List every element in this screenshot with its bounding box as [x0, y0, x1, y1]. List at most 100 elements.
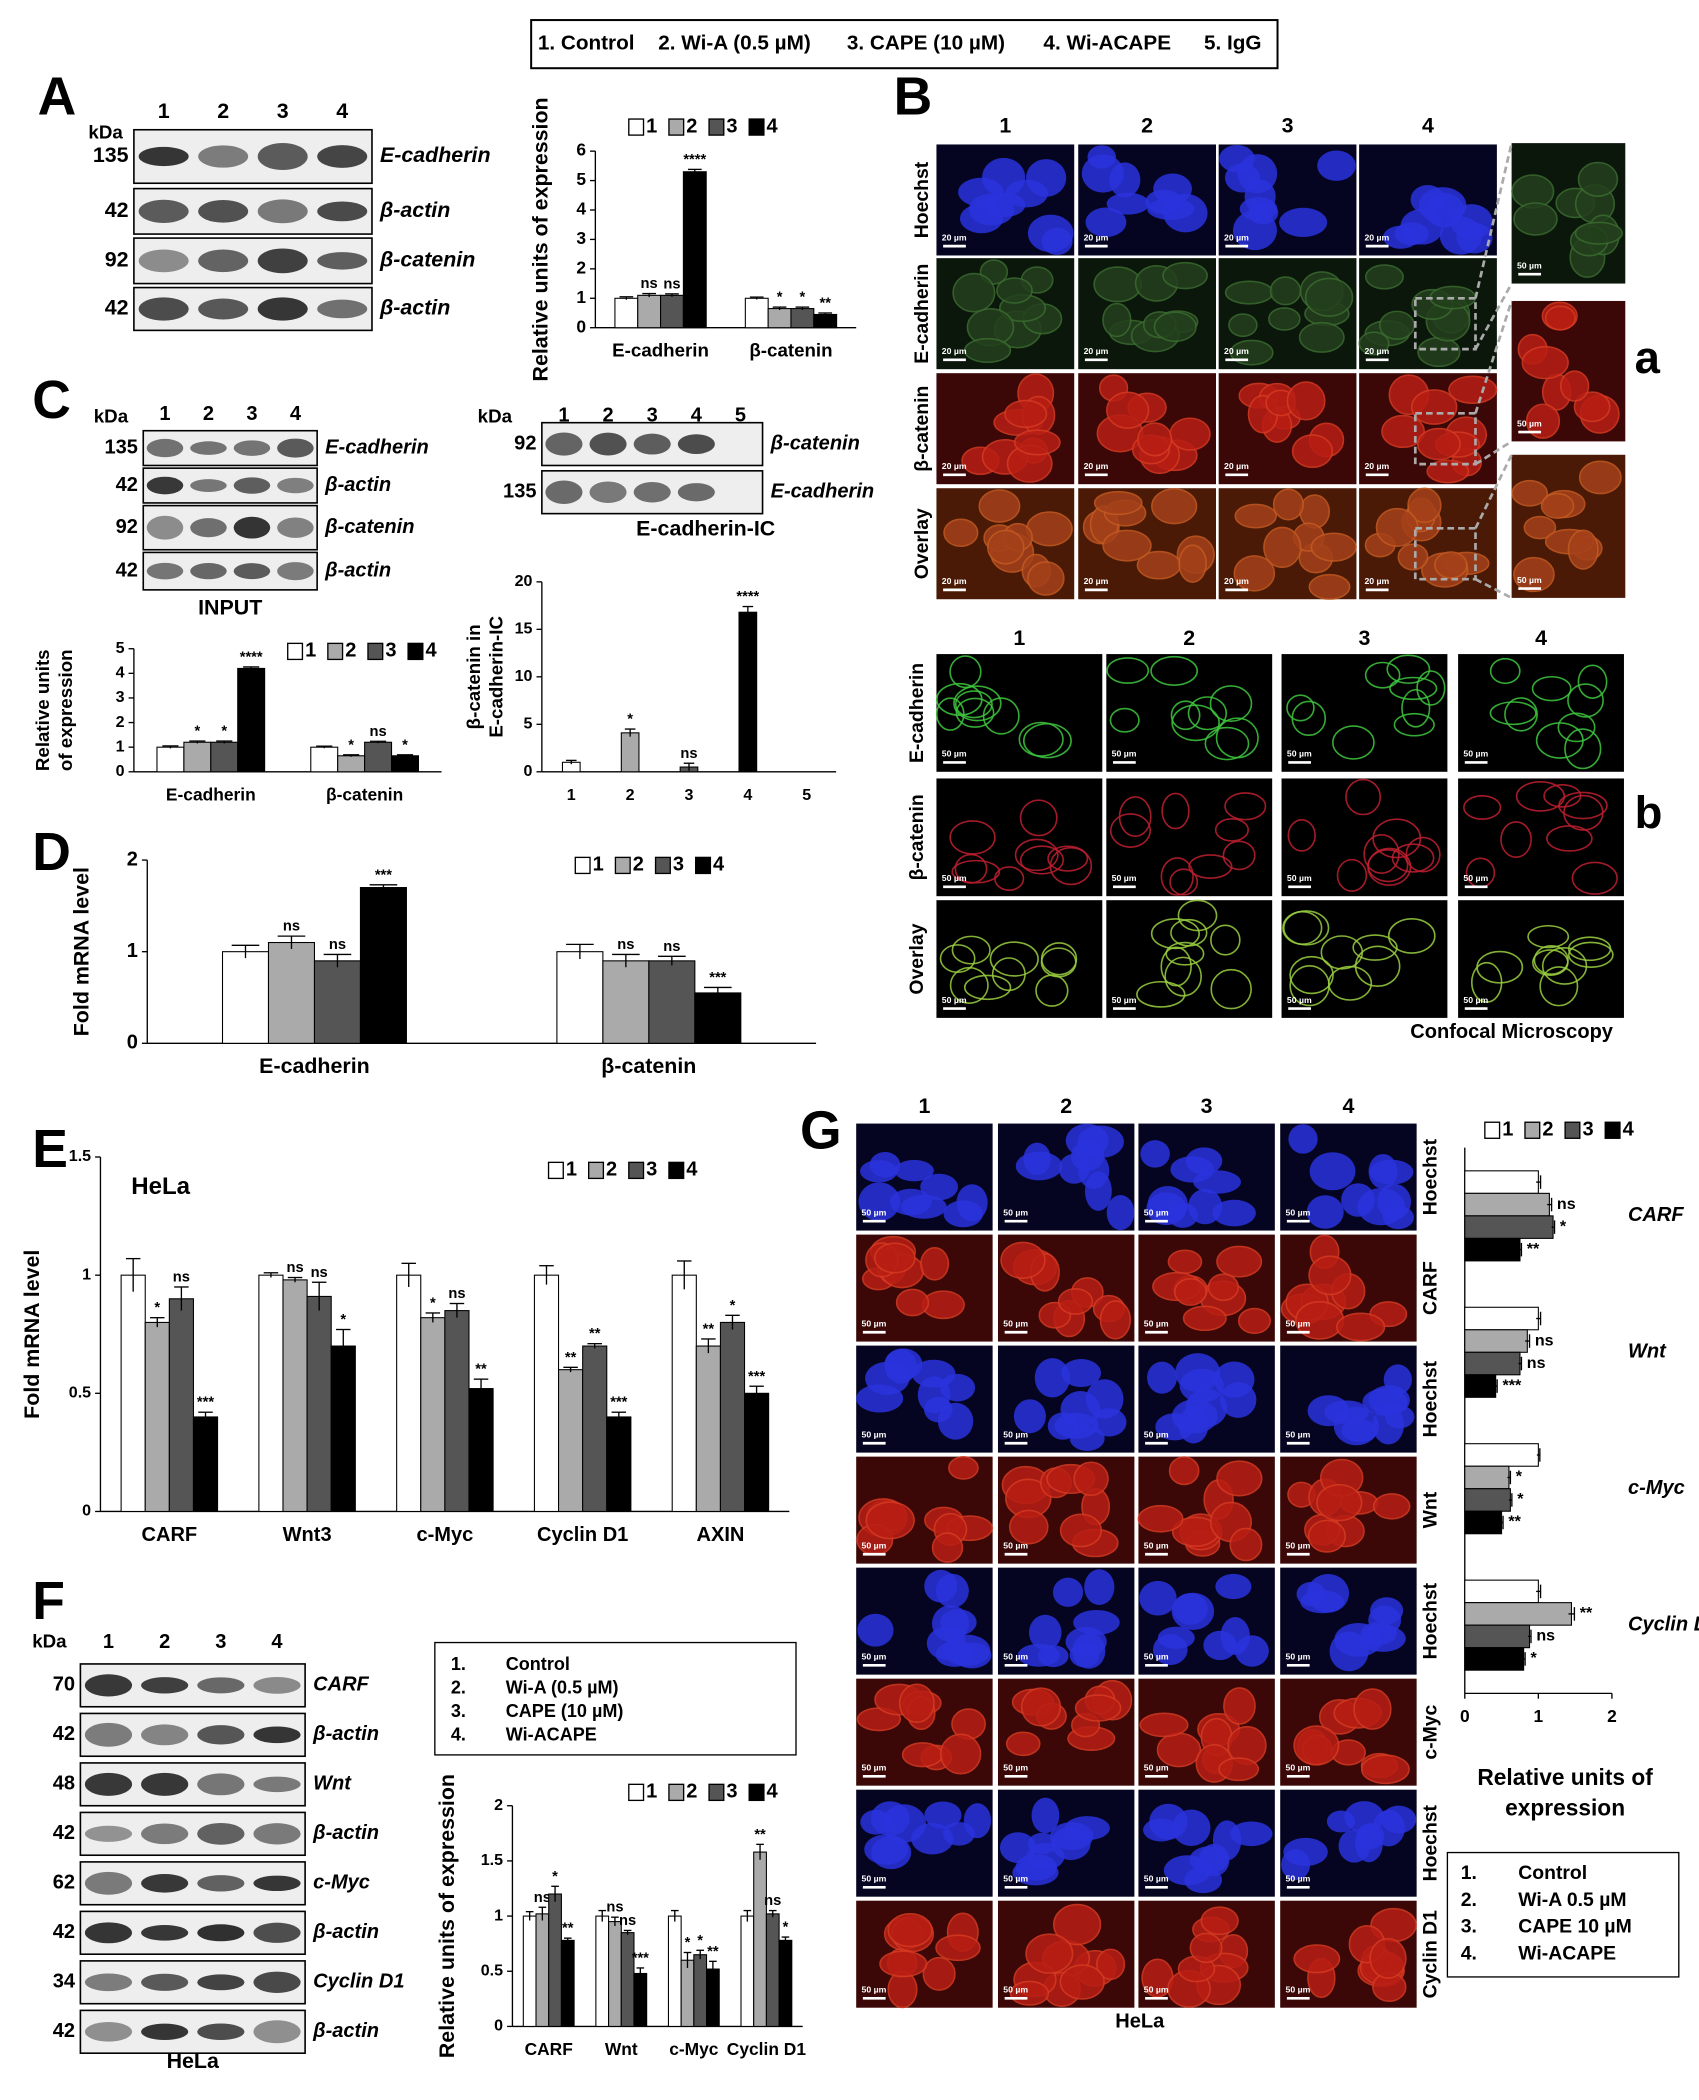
cell	[1008, 1509, 1049, 1545]
scale-label: 50 µm	[1517, 418, 1542, 428]
significance-label: *	[1560, 1217, 1567, 1235]
cell	[935, 1573, 969, 1608]
x-tick-label: β-catenin	[601, 1054, 696, 1078]
scale-label: 50 µm	[1286, 1985, 1311, 1995]
panel-letter: E	[32, 1120, 68, 1179]
cell	[982, 697, 1020, 735]
y-tick-label: 1.5	[69, 1147, 91, 1165]
y-tick-label: 0	[576, 316, 586, 336]
significance-label: ***	[1503, 1376, 1522, 1394]
x-tick-label: E-cadherin	[166, 784, 256, 804]
cell	[1146, 1192, 1187, 1226]
cell	[1272, 488, 1304, 521]
cell	[1310, 532, 1357, 562]
scale-label: 50 µm	[1287, 749, 1312, 759]
legend-swatch	[1484, 1121, 1501, 1139]
legend-text: CAPE (10 µM)	[506, 1701, 624, 1721]
cell	[1341, 1183, 1375, 1217]
x-tick-label: β-catenin	[326, 784, 403, 804]
lane-number: 4	[691, 404, 703, 426]
bar	[1464, 1488, 1511, 1512]
cell	[1571, 861, 1618, 895]
column-number: 2	[1060, 1094, 1072, 1118]
cell	[1304, 277, 1354, 317]
y-tick-label: 20	[515, 572, 533, 590]
kda-marker: 92	[116, 516, 138, 538]
blot-band	[257, 199, 308, 224]
significance-label: ****	[683, 152, 706, 168]
cell	[1367, 847, 1412, 886]
bar	[237, 667, 266, 773]
legend-text: Wi-A 0.5 µM	[1518, 1889, 1626, 1911]
cell	[951, 935, 991, 965]
blot-band	[146, 438, 184, 458]
cell	[935, 1934, 981, 1962]
y-tick-label: 1.5	[481, 1851, 503, 1869]
cell	[1013, 1399, 1046, 1434]
cell	[1078, 1152, 1110, 1189]
significance-label: *	[154, 1300, 160, 1316]
cell	[1053, 1903, 1102, 1946]
cell	[1567, 529, 1599, 570]
significance-label: ns	[1557, 1195, 1576, 1213]
y-tick-label: 0.5	[69, 1384, 91, 1402]
cell	[1170, 700, 1201, 731]
scale-label: 20 µm	[1364, 232, 1389, 242]
cell	[1527, 924, 1570, 949]
x-tick-label: β-catenin	[749, 340, 832, 361]
cell	[1288, 1124, 1318, 1154]
blot-band	[589, 481, 627, 503]
protein-name: β-actin	[324, 559, 391, 581]
cell	[922, 1956, 956, 1991]
blot-band	[190, 441, 227, 455]
scale-label: 50 µm	[862, 1874, 887, 1884]
bar	[719, 1321, 746, 1513]
blot-band	[190, 563, 227, 580]
cell	[953, 685, 1002, 722]
scale-label: 50 µm	[942, 749, 967, 759]
scale-label: 50 µm	[862, 1763, 887, 1773]
blot-band	[233, 440, 271, 456]
blot-band	[257, 248, 308, 274]
protein-name: E-cadherin	[380, 143, 491, 167]
y-tick-label: 2	[127, 848, 138, 870]
kda-label: kDa	[94, 405, 129, 426]
cell	[1106, 192, 1150, 215]
cell	[1051, 1826, 1091, 1861]
kda-marker: 135	[93, 143, 129, 167]
cell	[1393, 712, 1435, 737]
scale-label: 20 µm	[942, 576, 967, 586]
cell	[1504, 697, 1538, 732]
scale-label: 20 µm	[1084, 576, 1109, 586]
cell	[1573, 391, 1611, 423]
cell	[1023, 1142, 1051, 1176]
y-tick-label: 5	[116, 639, 125, 657]
cell	[1511, 479, 1549, 507]
blot-band	[138, 297, 189, 321]
kda-marker: 92	[514, 432, 536, 454]
cell	[1178, 544, 1207, 583]
protein-name: β-catenin	[770, 432, 860, 454]
cell	[871, 1835, 912, 1870]
cell	[1309, 1152, 1356, 1191]
cell	[996, 277, 1033, 304]
legend-swatch	[628, 1783, 645, 1802]
significance-label: **	[819, 296, 831, 312]
scale-label: 50 µm	[1286, 1541, 1311, 1551]
significance-label: ***	[610, 1395, 627, 1411]
cell	[1282, 910, 1330, 946]
cell	[1269, 276, 1302, 306]
scale-label: 50 µm	[1144, 1874, 1169, 1884]
lane-number: 3	[215, 1631, 226, 1653]
scale-label: 50 µm	[862, 1652, 887, 1662]
bar	[359, 887, 407, 1044]
chart-note: HeLa	[131, 1173, 190, 1200]
scale-label: 50 µm	[1286, 1652, 1311, 1662]
significance-label: ns	[617, 937, 634, 953]
cell	[1334, 1622, 1383, 1657]
bar	[221, 951, 270, 1044]
significance-label: ns	[663, 939, 680, 955]
blot-band	[233, 563, 271, 580]
significance-label: *	[1516, 1468, 1523, 1486]
blot-band	[198, 145, 249, 168]
